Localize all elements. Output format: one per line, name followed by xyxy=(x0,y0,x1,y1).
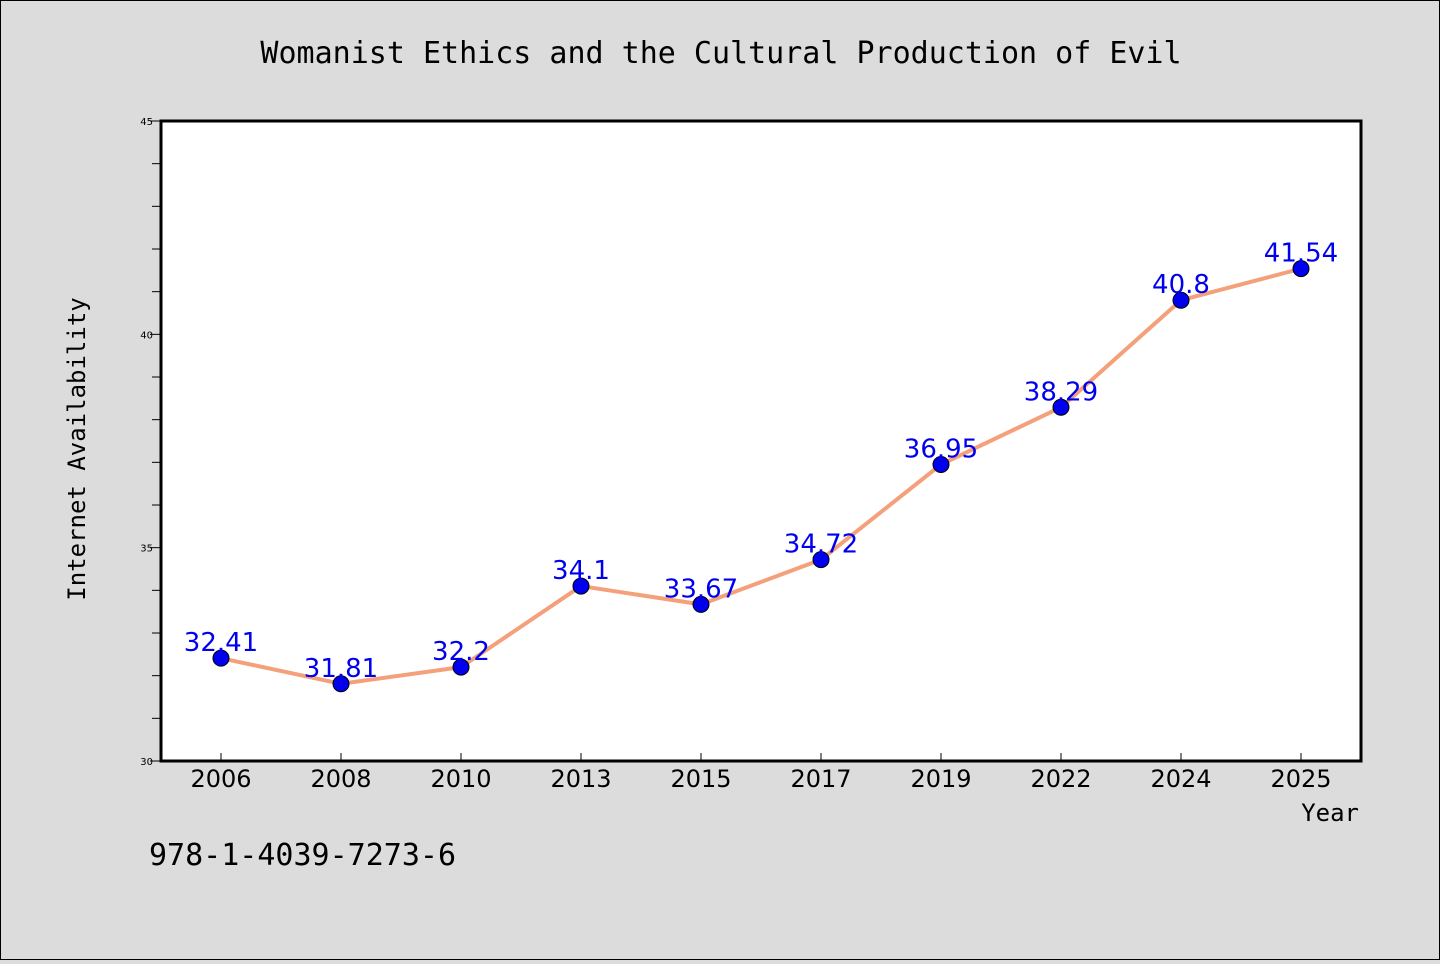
data-point xyxy=(572,577,590,595)
data-point xyxy=(332,675,350,693)
chart-title: Womanist Ethics and the Cultural Product… xyxy=(260,36,1181,71)
data-label: 33.67 xyxy=(664,574,738,604)
series-layer xyxy=(212,260,1310,693)
data-label: 32.41 xyxy=(184,628,258,658)
series-line xyxy=(219,266,1303,686)
data-label: 32.2 xyxy=(432,637,490,667)
x-tick-label: 2010 xyxy=(430,765,491,793)
x-tick-label: 2017 xyxy=(790,765,851,793)
x-axis-label: Year xyxy=(1301,799,1359,827)
x-tick-label: 2022 xyxy=(1030,765,1091,793)
data-point xyxy=(452,658,470,676)
y-tick-label: 35 xyxy=(140,544,153,555)
x-axis: 2006 2008 2010 2013 2015 2017 2019 2022 2024 2025 xyxy=(190,753,1332,793)
x-tick-label: 2019 xyxy=(910,765,971,793)
data-point xyxy=(812,551,830,569)
isbn-annotation: 978-1-4039-7273-6 xyxy=(149,838,456,873)
data-point xyxy=(212,649,230,667)
y-tick-label: 30 xyxy=(140,757,153,768)
x-tick-label: 2024 xyxy=(1150,765,1211,793)
y-axis-label: Internet Availability xyxy=(63,297,91,600)
plot-area xyxy=(159,119,1363,763)
data-label: 31.81 xyxy=(304,654,378,684)
data-label: 34.72 xyxy=(784,530,858,560)
y-tick-label: 40 xyxy=(140,330,153,341)
data-label: 34.1 xyxy=(552,556,610,586)
data-point xyxy=(1292,260,1310,278)
x-tick-label: 2015 xyxy=(670,765,731,793)
data-label: 41.54 xyxy=(1264,239,1338,269)
data-labels: 32.41 31.81 32.2 34.1 33.67 34.72 36.95 38.29 40… xyxy=(184,239,1338,684)
x-tick-label: 2025 xyxy=(1270,765,1331,793)
y-tick-label: 45 xyxy=(140,117,153,128)
y-axis: 30 35 40 45 xyxy=(140,117,160,768)
data-label: 38.29 xyxy=(1024,377,1098,407)
data-label: 36.95 xyxy=(904,434,978,464)
data-point xyxy=(1052,398,1070,416)
x-tick-label: 2006 xyxy=(190,765,251,793)
data-point xyxy=(1172,291,1190,309)
data-label: 40.8 xyxy=(1152,270,1210,300)
x-tick-label: 2008 xyxy=(310,765,371,793)
x-tick-label: 2013 xyxy=(550,765,611,793)
data-point xyxy=(692,595,710,613)
data-point xyxy=(932,455,950,473)
